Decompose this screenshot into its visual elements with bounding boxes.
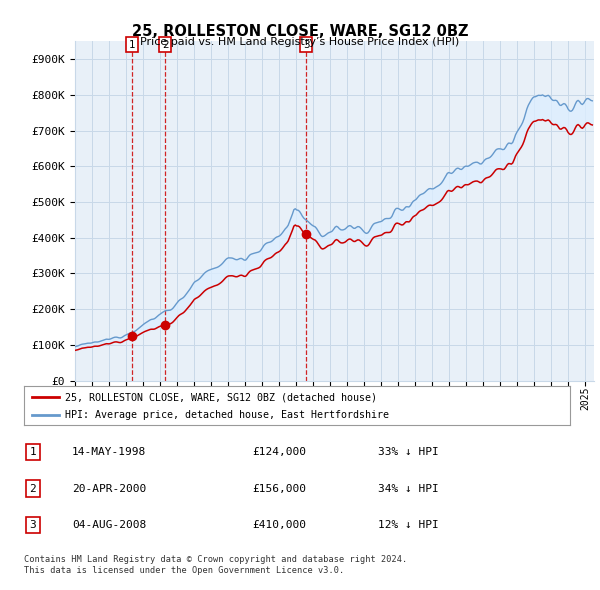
Text: 2: 2 <box>162 40 169 50</box>
Text: 04-AUG-2008: 04-AUG-2008 <box>72 520 146 530</box>
Text: 12% ↓ HPI: 12% ↓ HPI <box>378 520 439 530</box>
Text: 20-APR-2000: 20-APR-2000 <box>72 484 146 493</box>
Text: 33% ↓ HPI: 33% ↓ HPI <box>378 447 439 457</box>
Text: 34% ↓ HPI: 34% ↓ HPI <box>378 484 439 493</box>
Text: 14-MAY-1998: 14-MAY-1998 <box>72 447 146 457</box>
Text: 3: 3 <box>29 520 37 530</box>
Text: 3: 3 <box>303 40 310 50</box>
Text: 25, ROLLESTON CLOSE, WARE, SG12 0BZ (detached house): 25, ROLLESTON CLOSE, WARE, SG12 0BZ (det… <box>65 392 377 402</box>
Text: £156,000: £156,000 <box>252 484 306 493</box>
Text: Contains HM Land Registry data © Crown copyright and database right 2024.
This d: Contains HM Land Registry data © Crown c… <box>24 555 407 575</box>
Text: £124,000: £124,000 <box>252 447 306 457</box>
Text: 1: 1 <box>129 40 136 50</box>
Text: £410,000: £410,000 <box>252 520 306 530</box>
Text: 25, ROLLESTON CLOSE, WARE, SG12 0BZ: 25, ROLLESTON CLOSE, WARE, SG12 0BZ <box>132 24 468 38</box>
Text: 1: 1 <box>29 447 37 457</box>
Text: 2: 2 <box>29 484 37 493</box>
Text: Price paid vs. HM Land Registry’s House Price Index (HPI): Price paid vs. HM Land Registry’s House … <box>140 37 460 47</box>
Text: HPI: Average price, detached house, East Hertfordshire: HPI: Average price, detached house, East… <box>65 410 389 420</box>
